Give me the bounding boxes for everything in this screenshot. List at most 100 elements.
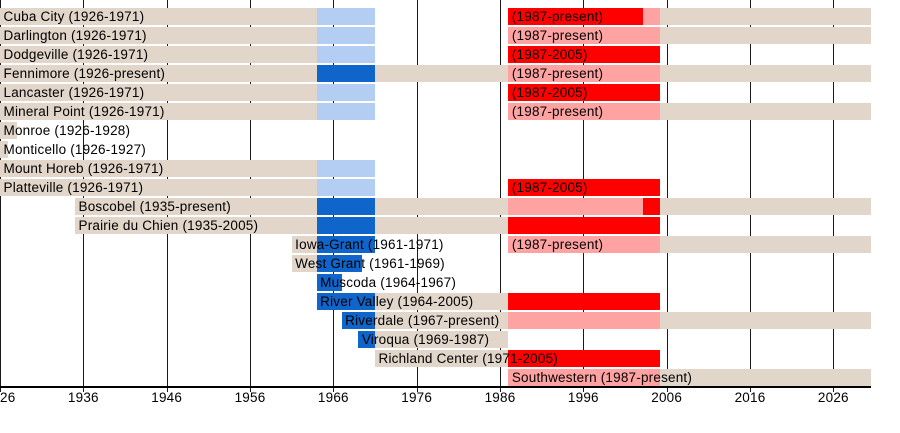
gridline-1986 [500, 0, 501, 392]
bar-segment-red [508, 350, 660, 367]
bar-segment-tan [375, 350, 509, 367]
bar-segment-tan [291, 255, 317, 272]
bar-segment-tan [291, 236, 317, 253]
bar-segment-tan [0, 8, 317, 25]
gridline-2016 [750, 0, 751, 392]
timeline-row-muscoda: Muscoda (1964-1967) [0, 274, 900, 291]
bar-segment-tan [0, 84, 317, 101]
timeline-row-viroqua: Viroqua (1969-1987) [0, 331, 900, 348]
row-name-label: Richland Center (1971-2005) [378, 351, 559, 366]
timeline-row-mineral-point: Mineral Point (1926-1971) (1987-present) [0, 103, 900, 120]
bar-segment-red [508, 217, 660, 234]
bar-segment-tan [75, 217, 317, 234]
gridline-1996 [583, 0, 585, 392]
timeline-row-west-grant: West Grant (1961-1969) [0, 255, 900, 272]
axis-tick-label-1926: 1926 [0, 390, 16, 405]
row-period-label: (1987-present) [511, 66, 604, 81]
axis-tick-label-2016: 2016 [734, 390, 766, 405]
bar-segment-tan [375, 312, 509, 329]
gridline-1976 [416, 0, 418, 392]
row-period-label: (1987-present) [511, 9, 604, 24]
bar-segment-lightblue [316, 8, 375, 25]
bar-segment-tan [375, 65, 509, 82]
bar-segment-tan [0, 179, 317, 196]
row-name-label: Southwestern (1987-present) [511, 370, 693, 385]
timeline-row-river-valley: River Valley (1964-2005) [0, 293, 900, 310]
row-name-label: Lancaster (1926-1971) [3, 85, 145, 100]
bar-segment-tan [0, 160, 317, 177]
row-period-label: (1987-present) [511, 104, 604, 119]
bar-segment-darkblue [316, 236, 375, 253]
bar-segment-red [508, 179, 660, 196]
bar-segment-darkblue [316, 198, 375, 215]
bar-segment-darkblue [316, 255, 363, 272]
timeline-row-monticello: Monticello (1926-1927) [0, 141, 900, 158]
timeline-row-mount-horeb: Mount Horeb (1926-1971) [0, 160, 900, 177]
bar-segment-darkblue [341, 312, 375, 329]
bar-segment-tan [0, 103, 317, 120]
bar-segment-lightblue [316, 179, 375, 196]
timeline-row-riverdale: Riverdale (1967-present) [0, 312, 900, 329]
bar-segment-tan [375, 331, 509, 348]
bar-segment-darkblue [316, 274, 342, 291]
bar-segment-red [643, 198, 660, 215]
axis-tick-label-1976: 1976 [401, 390, 433, 405]
row-name-label: Platteville (1926-1971) [3, 180, 144, 195]
bar-segment-tan [660, 369, 871, 386]
bar-segment-tan [375, 217, 509, 234]
row-period-label: (1987-present) [511, 237, 604, 252]
row-name-label: River Valley (1964-2005) [320, 294, 474, 309]
row-period-label: (1987-present) [511, 28, 604, 43]
timeline-row-fennimore: Fennimore (1926-present) (1987-present) [0, 65, 900, 82]
row-name-label: Mount Horeb (1926-1971) [3, 161, 164, 176]
timeline-row-boscobel: Boscobel (1935-present) [0, 198, 900, 215]
timeline-row-darlington: Darlington (1926-1971) (1987-present) [0, 27, 900, 44]
timeline-row-prairie-du-chien: Prairie du Chien (1935-2005) [0, 217, 900, 234]
axis-tick-label-2006: 2006 [651, 390, 683, 405]
bar-segment-red [508, 8, 644, 25]
row-name-label: Monticello (1926-1927) [3, 142, 146, 157]
gridline-1946 [166, 0, 168, 392]
bar-segment-pink [508, 103, 660, 120]
bar-segment-tan [0, 141, 9, 158]
bar-segment-tan [660, 103, 871, 120]
bar-segment-lightblue [316, 27, 375, 44]
row-period-label: (1987-2005) [511, 47, 588, 62]
row-name-label: Fennimore (1926-present) [3, 66, 166, 81]
row-name-label: Cuba City (1926-1971) [3, 9, 145, 24]
bar-segment-pink [508, 312, 660, 329]
bar-segment-red [508, 46, 660, 63]
axis-tick-label-1936: 1936 [67, 390, 99, 405]
row-name-label: Monroe (1926-1928) [3, 123, 131, 138]
bar-segment-tan [0, 65, 317, 82]
bar-segment-tan [660, 312, 871, 329]
bar-segment-pink [508, 27, 660, 44]
bar-segment-darkblue [316, 65, 375, 82]
timeline-row-platteville: Platteville (1926-1971) (1987-2005) [0, 179, 900, 196]
gridline-2006 [666, 0, 668, 392]
gridline-2026 [833, 0, 835, 392]
row-name-label: Dodgeville (1926-1971) [3, 47, 149, 62]
timeline-row-cuba-city: Cuba City (1926-1971) (1987-present) [0, 8, 900, 25]
bar-segment-pink [643, 8, 660, 25]
gridline-1956 [250, 0, 251, 392]
axis-tick-label-1966: 1966 [317, 390, 349, 405]
row-name-label: West Grant (1961-1969) [295, 256, 445, 271]
axis-tick-label-1986: 1986 [484, 390, 516, 405]
bar-segment-tan [375, 198, 509, 215]
axis-tick-label-1996: 1996 [567, 390, 599, 405]
bar-segment-tan [660, 65, 871, 82]
bar-segment-red [508, 293, 660, 310]
timeline-row-monroe: Monroe (1926-1928) [0, 122, 900, 139]
bar-segment-tan [660, 8, 871, 25]
timeline-row-iowa-grant: Iowa-Grant (1961-1971) (1987-present) [0, 236, 900, 253]
bar-segment-darkblue [316, 217, 375, 234]
bar-segment-pink [508, 236, 660, 253]
bar-segment-tan [0, 46, 317, 63]
bar-segment-tan [375, 293, 509, 310]
timeline-row-lancaster: Lancaster (1926-1971) (1987-2005) [0, 84, 900, 101]
axis-tick-label-2026: 2026 [817, 390, 849, 405]
row-name-label: Mineral Point (1926-1971) [3, 104, 165, 119]
row-name-label: Boscobel (1935-present) [78, 199, 231, 214]
